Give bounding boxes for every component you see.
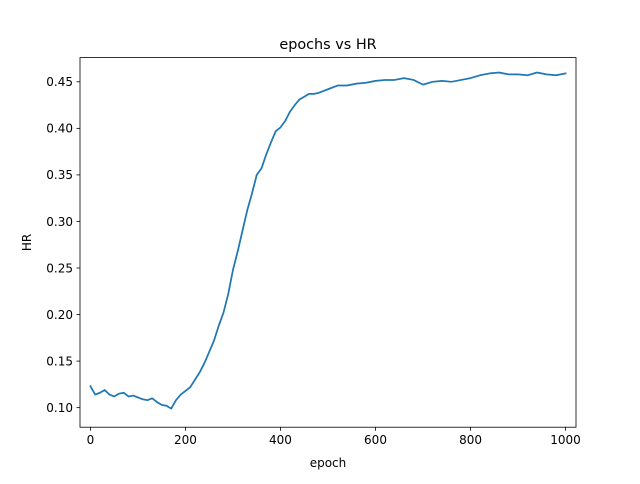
x-tick-label: 1000 bbox=[550, 433, 581, 447]
chart-title: epochs vs HR bbox=[279, 37, 376, 53]
y-tick-label: 0.15 bbox=[46, 354, 73, 368]
y-tick-label: 0.45 bbox=[46, 75, 73, 89]
y-tick-label: 0.30 bbox=[46, 215, 73, 229]
y-axis-label: HR bbox=[20, 234, 34, 251]
x-tick-label: 600 bbox=[364, 433, 387, 447]
x-tick-label: 400 bbox=[269, 433, 292, 447]
y-tick-label: 0.10 bbox=[46, 401, 73, 415]
axis-ticks: 0 200 400 600 800 1000 0.10 0.15 0.20 0.25 0.30 0.3… bbox=[46, 75, 581, 447]
x-tick-label: 0 bbox=[87, 433, 95, 447]
plot-frame bbox=[79, 57, 577, 428]
y-tick-label: 0.25 bbox=[46, 261, 73, 275]
x-axis-label: epoch bbox=[310, 456, 347, 470]
y-tick-label: 0.40 bbox=[46, 122, 73, 136]
y-tick-label: 0.20 bbox=[46, 308, 73, 322]
x-tick-label: 200 bbox=[174, 433, 197, 447]
x-tick-label: 800 bbox=[459, 433, 482, 447]
series-line bbox=[89, 71, 567, 410]
y-tick-label: 0.35 bbox=[46, 168, 73, 182]
